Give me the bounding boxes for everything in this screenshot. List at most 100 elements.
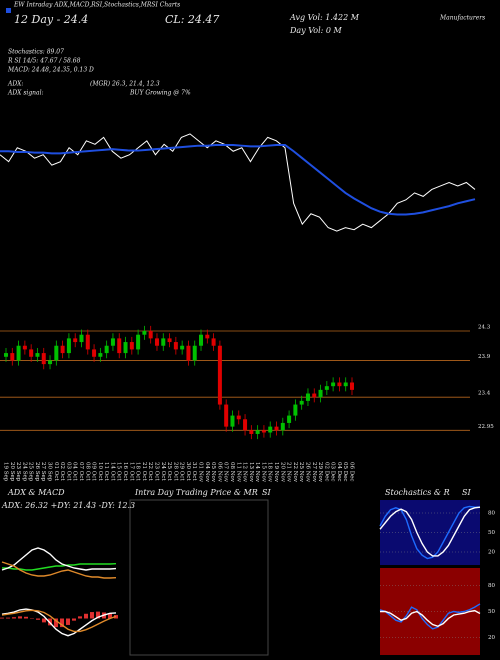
candle-body <box>305 393 310 401</box>
candle-body <box>287 415 292 423</box>
y-tick-label: 23.9 <box>478 354 491 360</box>
candle-body <box>136 334 141 350</box>
x-tick-label: 02 Dec <box>323 462 329 482</box>
histogram-bar <box>0 617 4 619</box>
y-tick-label: 23.4 <box>478 391 491 397</box>
x-tick-label: 04 Dec <box>336 462 342 482</box>
x-tick-label: 06 Dec <box>349 462 355 482</box>
candle-body <box>280 422 285 431</box>
candle-body <box>29 349 34 357</box>
candle-body <box>148 331 153 339</box>
x-tick-label: 28 Oct <box>172 462 178 481</box>
candle-body <box>255 430 260 434</box>
histogram-bar <box>78 616 82 619</box>
candle-body <box>312 393 317 398</box>
candle-body <box>16 345 21 361</box>
x-tick-label: 30 Sep <box>47 462 53 482</box>
x-tick-label: 27 Nov <box>311 462 317 483</box>
candle-body <box>192 345 197 361</box>
series-line <box>1 609 117 633</box>
candle-body <box>261 430 266 433</box>
legend-swatch <box>6 8 11 13</box>
candle-body <box>224 404 229 427</box>
x-tick-label: 17 Oct <box>128 462 134 481</box>
candle-body <box>154 338 159 346</box>
x-tick-label: 21 Nov <box>286 462 292 483</box>
annotation: BUY Growing @ 7% <box>129 90 191 97</box>
candle-body <box>343 382 348 387</box>
intraday-panel <box>129 499 269 656</box>
annotation: Stochastics: 89.07 <box>8 49 64 56</box>
candle-body <box>167 338 172 343</box>
candle-body <box>54 345 59 361</box>
candle-body <box>85 334 90 350</box>
histogram-bar <box>6 617 10 619</box>
annotation: ADX: <box>7 81 23 88</box>
candle-body <box>180 345 185 350</box>
candle-body <box>249 430 254 434</box>
x-tick-label: 03 Oct <box>65 462 71 481</box>
candle-body <box>337 382 342 387</box>
candle-body <box>98 353 103 357</box>
candle-body <box>324 386 329 390</box>
x-tick-label: 07 Oct <box>78 462 84 481</box>
candle-body <box>4 353 8 357</box>
candle-body <box>217 345 222 405</box>
annotation: Manufacturers <box>439 15 485 22</box>
annotation: R SI 14/5: 47.67 / 58.68 <box>7 58 81 65</box>
x-tick-label: 20 Sep <box>9 462 15 482</box>
series-line <box>1 561 117 579</box>
x-tick-label: 14 Oct <box>109 462 115 481</box>
annotation: EW Intraday ADX,MACD,RSI,Stochastics,MRS… <box>13 2 180 9</box>
candle-body <box>79 334 84 343</box>
y-tick-label: 80 <box>488 583 495 589</box>
candle-body <box>66 338 71 354</box>
candle-body <box>41 353 46 365</box>
candle-body <box>230 415 235 427</box>
candle-body <box>104 345 109 354</box>
candle-body <box>243 419 248 431</box>
candle-body <box>318 389 323 398</box>
candle-body <box>110 338 115 346</box>
x-tick-label: 27 Sep <box>40 462 46 482</box>
y-tick-label: 50 <box>488 530 495 536</box>
annotation: CL: 24.47 <box>165 13 219 26</box>
x-tick-label: 06 Nov <box>216 462 222 483</box>
y-tick-label: 20 <box>488 550 495 556</box>
y-tick-label: 22.95 <box>478 424 494 430</box>
y-tick-label: 80 <box>488 511 495 517</box>
histogram-bar <box>66 618 70 625</box>
panel-subtitle: SI <box>462 488 471 497</box>
annotation: Day Vol: 0 M <box>289 26 343 35</box>
x-tick-label: 20 Nov <box>279 462 285 483</box>
x-tick-label: 24 Oct <box>160 462 166 481</box>
x-tick-label: 03 Dec <box>330 462 336 482</box>
x-tick-label: 10 Oct <box>97 462 103 481</box>
x-tick-label: 21 Oct <box>141 462 147 481</box>
candle-body <box>10 353 15 361</box>
candle-body <box>142 331 147 335</box>
panel-subtitle: ADX: 26.32 +DY: 21.43 -DY: 12.3 <box>1 501 135 510</box>
series-line <box>1 547 117 571</box>
x-tick-label: 25 Oct <box>166 462 172 481</box>
x-tick-label: 30 Oct <box>185 462 191 481</box>
y-tick-label: 50 <box>488 609 495 615</box>
candle-body <box>92 349 97 357</box>
x-tick-label: 26 Nov <box>304 462 310 483</box>
x-tick-label: 09 Oct <box>91 462 97 481</box>
series-line <box>379 505 481 560</box>
candle-body <box>331 382 336 387</box>
candle-body <box>199 334 204 346</box>
x-tick-label: 04 Oct <box>72 462 78 481</box>
panel-title: Stochastics & R <box>385 488 450 497</box>
x-tick-label: 19 Sep <box>3 462 9 482</box>
candle-body <box>205 334 210 339</box>
series-line <box>1 608 117 637</box>
candle-body <box>35 353 40 357</box>
x-tick-label: 25 Sep <box>28 462 34 482</box>
histogram-bar <box>54 618 58 628</box>
histogram-bar <box>18 616 22 619</box>
x-tick-label: 14 Nov <box>254 462 260 483</box>
